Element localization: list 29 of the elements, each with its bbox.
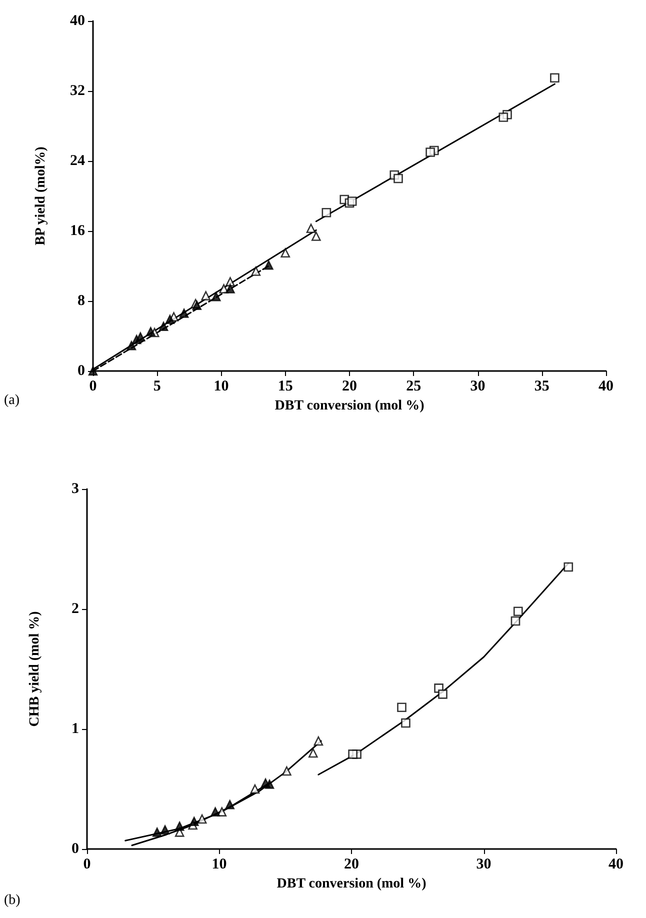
x-tick-label: 30 bbox=[476, 856, 492, 872]
x-axis-title: DBT conversion (mol %) bbox=[276, 876, 427, 892]
x-tick-label: 35 bbox=[534, 378, 550, 394]
y-tick-label: 24 bbox=[70, 153, 86, 169]
y-tick-label: 0 bbox=[78, 363, 85, 379]
x-tick-label: 25 bbox=[406, 378, 422, 394]
text: (a) bbox=[4, 393, 20, 409]
y-tick-label: 40 bbox=[70, 13, 85, 29]
x-tick-label: 5 bbox=[153, 378, 161, 394]
y-tick-label: 16 bbox=[70, 223, 86, 239]
x-tick-label: 20 bbox=[344, 856, 359, 872]
y-tick-label: 32 bbox=[70, 83, 85, 99]
y-tick-label: 8 bbox=[78, 293, 85, 309]
x-tick-label: 40 bbox=[598, 378, 614, 394]
x-tick-label: 0 bbox=[89, 378, 97, 394]
x-tick-label: 30 bbox=[470, 378, 486, 394]
text: (b) bbox=[4, 893, 20, 909]
y-axis-title: CHB yield (mol %) bbox=[28, 610, 42, 727]
y-axis-title: BP yield (mol%) bbox=[34, 146, 48, 246]
x-axis-title: DBT conversion (mol %) bbox=[274, 398, 425, 414]
x-tick-label: 20 bbox=[342, 378, 357, 394]
x-tick-label: 10 bbox=[212, 856, 227, 872]
x-tick-label: 15 bbox=[278, 378, 293, 394]
x-tick-label: 10 bbox=[214, 378, 229, 394]
y-tick-label: 2 bbox=[72, 601, 79, 617]
y-tick-label: 0 bbox=[72, 841, 79, 857]
y-tick-label: 3 bbox=[72, 481, 79, 497]
y-tick-label: 1 bbox=[72, 721, 79, 737]
x-tick-label: 40 bbox=[608, 856, 624, 872]
